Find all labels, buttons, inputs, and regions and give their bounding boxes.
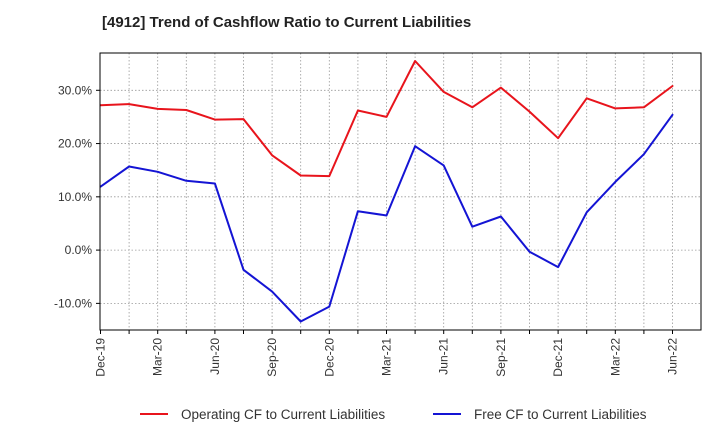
x-tick-label: Mar-21 <box>380 338 394 376</box>
y-tick-label: 0.0% <box>65 243 93 257</box>
plot-border <box>99 52 702 331</box>
x-axis: Dec-19 Mar-20 Jun-20 Sep-20 Dec-20 Mar-21 Jun-… <box>94 330 680 377</box>
x-tick-label: Jun-22 <box>666 338 680 375</box>
x-tick-label: Dec-19 <box>94 338 108 377</box>
legend: Operating CF to Current Liabilities Free … <box>140 407 647 422</box>
y-tick-label: 20.0% <box>58 137 92 151</box>
x-tick-label: Sep-20 <box>265 338 279 377</box>
series-lines <box>99 60 674 323</box>
y-axis: -10.0% 0.0% 10.0% 20.0% 30.0% <box>54 83 100 310</box>
x-tick-label: Jun-21 <box>437 338 451 375</box>
x-tick-label: Dec-20 <box>322 338 336 377</box>
x-tick-label: Mar-22 <box>608 338 622 376</box>
grid <box>100 53 701 330</box>
x-tick-label: Mar-20 <box>151 338 165 376</box>
plot-area <box>100 53 701 330</box>
x-tick-label: Sep-21 <box>494 338 508 377</box>
legend-label: Free CF to Current Liabilities <box>474 407 647 422</box>
chart-title: [4912] Trend of Cashflow Ratio to Curren… <box>102 14 472 31</box>
y-tick-label: 30.0% <box>58 83 92 97</box>
series-line-free-cf <box>99 113 674 323</box>
x-tick-label: Jun-20 <box>208 338 222 375</box>
legend-label: Operating CF to Current Liabilities <box>181 407 385 422</box>
y-tick-label: 10.0% <box>58 190 92 204</box>
x-tick-label: Dec-21 <box>551 338 565 377</box>
series-line-operating-cf <box>99 60 674 178</box>
y-tick-label: -10.0% <box>54 296 92 310</box>
